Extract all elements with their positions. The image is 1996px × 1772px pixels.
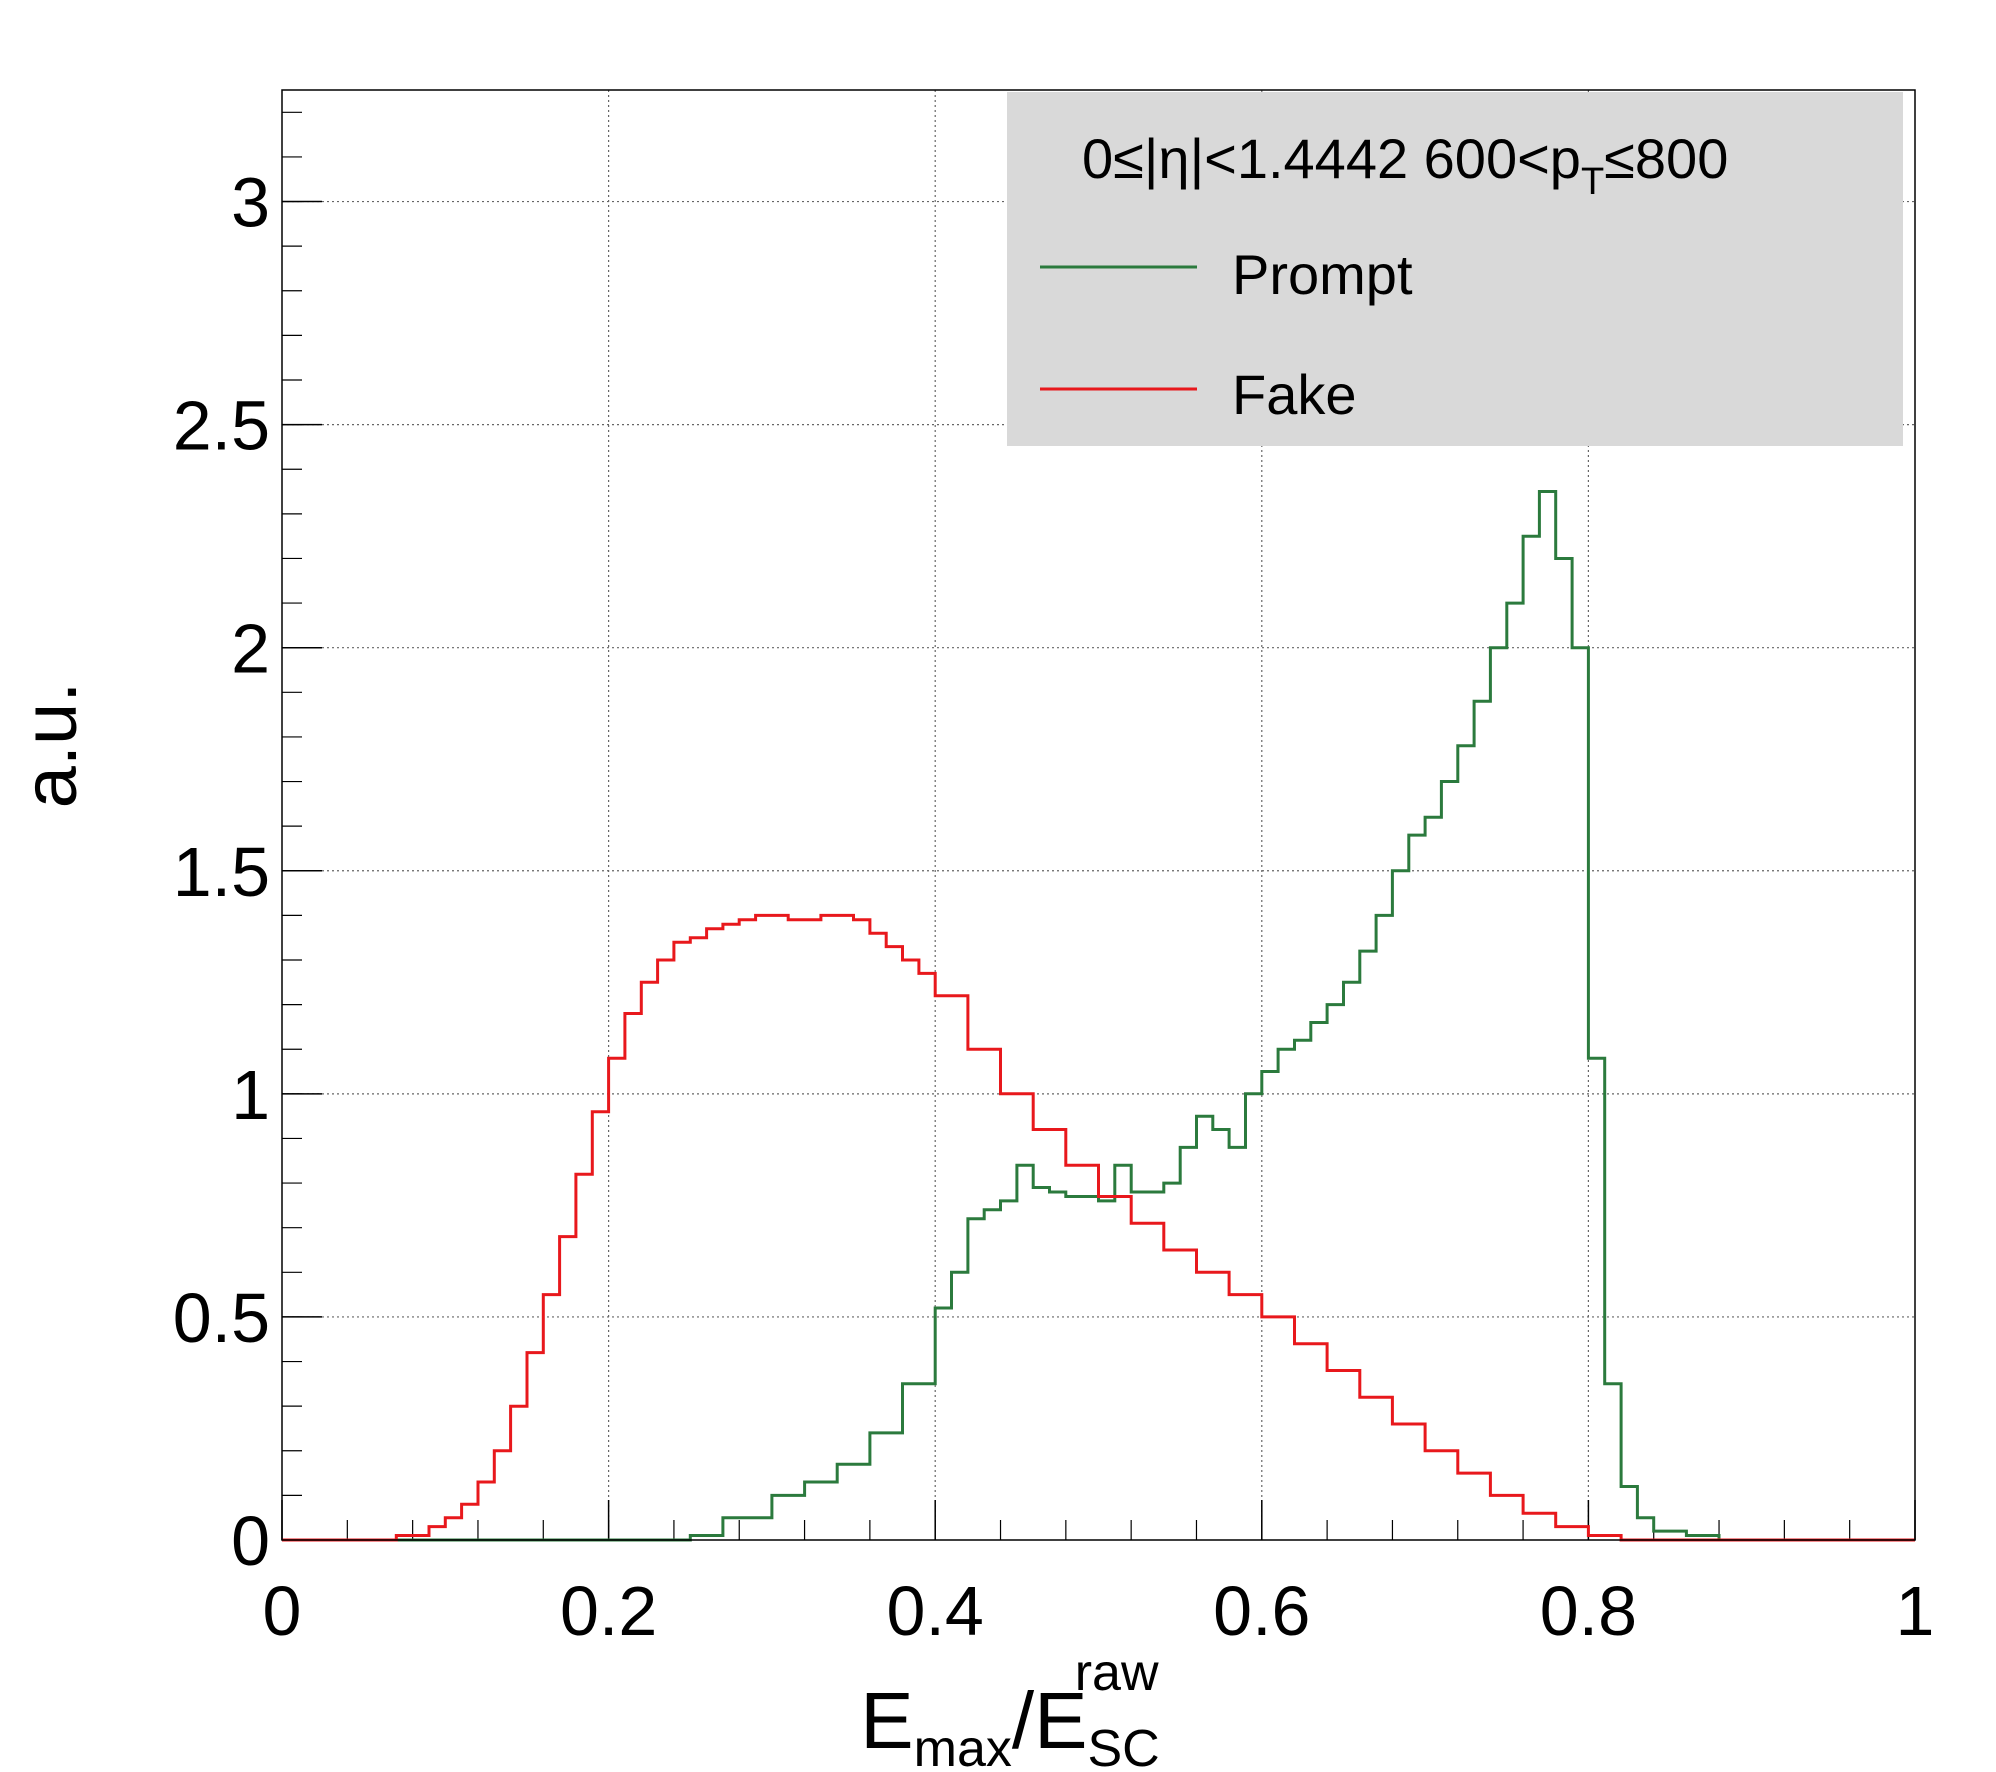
y-tick-label: 0	[231, 1502, 270, 1580]
legend-header-a: 0≤|η|<1.4442 600<p	[1082, 127, 1581, 190]
x-tick-label: 0.4	[887, 1572, 984, 1650]
y-tick-label: 2.5	[173, 387, 270, 465]
legend-header-sub: T	[1581, 161, 1604, 203]
y-tick-label: 0.5	[173, 1279, 270, 1357]
legend-label-prompt: Prompt	[1232, 243, 1413, 306]
legend-header: 0≤|η|<1.4442 600<pT≤800	[1082, 127, 1728, 203]
x-tick-label: 0	[263, 1572, 302, 1650]
x-title-denom-sup: raw	[1075, 1644, 1159, 1702]
x-tick-label: 0.6	[1213, 1572, 1310, 1650]
y-tick-label: 3	[231, 164, 270, 242]
series-layer	[282, 490, 1915, 1542]
x-tick-label: 0.8	[1540, 1572, 1637, 1650]
x-title-main: E	[860, 1676, 913, 1765]
series-line-prompt	[282, 490, 1915, 1542]
y-tick-label: 1.5	[173, 833, 270, 911]
y-axis-title: a.u.	[8, 682, 93, 809]
plot-frame	[281, 89, 1916, 1541]
x-tick-label: 0.2	[560, 1572, 657, 1650]
legend: 0≤|η|<1.4442 600<pT≤800 Prompt Fake	[1007, 92, 1903, 446]
y-tick-label: 1	[231, 1056, 270, 1134]
x-title-denom-sub: SC	[1087, 1720, 1159, 1772]
series-line-fake	[282, 913, 1915, 1542]
y-tick-labels: 0 0.5 1 1.5 2 2.5 3	[173, 164, 270, 1580]
x-title-main-sub: max	[914, 1720, 1012, 1772]
x-tick-labels: 0 0.2 0.4 0.6 0.8 1	[263, 1572, 1935, 1650]
x-title-denom: E	[1034, 1676, 1087, 1765]
x-axis-title: Emax/ESCraw	[860, 1644, 1159, 1772]
y-tick-label: 2	[231, 610, 270, 688]
legend-background	[1007, 92, 1903, 446]
legend-header-b: ≤800	[1604, 127, 1728, 190]
x-title-sep: /	[1012, 1676, 1035, 1765]
legend-label-fake: Fake	[1232, 363, 1357, 426]
x-tick-label: 1	[1896, 1572, 1935, 1650]
